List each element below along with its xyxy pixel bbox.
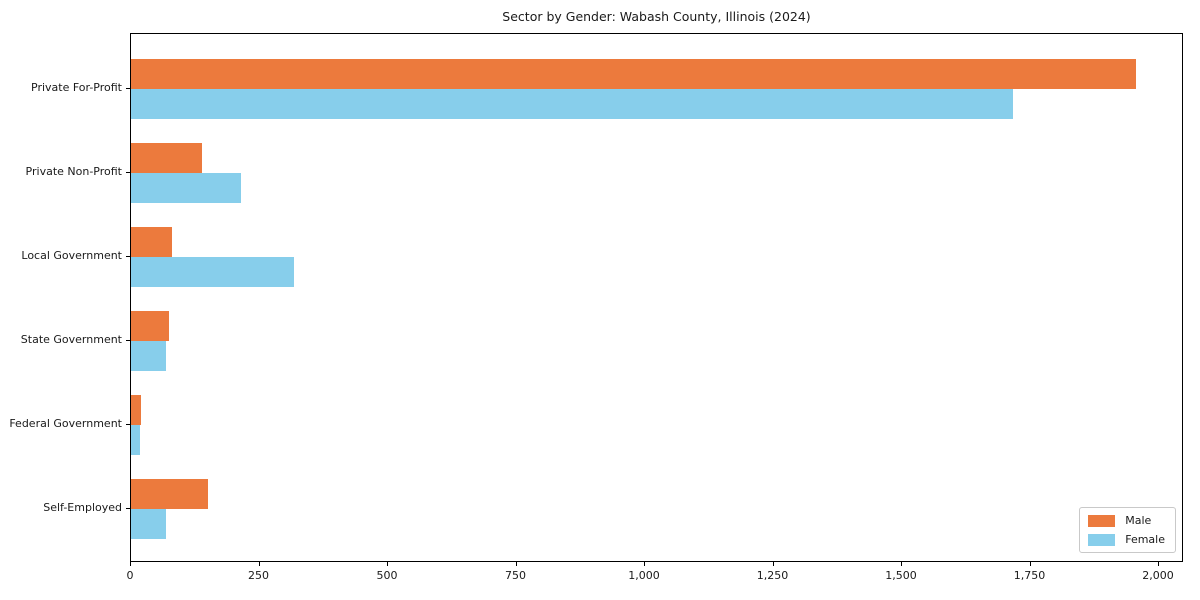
bar-male-3	[131, 227, 173, 257]
x-tick-label: 1,750	[1013, 569, 1046, 582]
y-tick-mark	[126, 88, 130, 89]
x-tick-mark	[387, 562, 388, 566]
x-tick-mark	[515, 562, 517, 566]
y-axis-label: Local Government	[21, 249, 122, 262]
y-axis-label: Private Non-Profit	[25, 165, 122, 178]
legend-label-male: Male	[1125, 514, 1152, 527]
x-tick-label: 2,000	[1142, 569, 1174, 582]
bar-female-4	[131, 341, 167, 371]
y-tick-mark	[126, 172, 130, 173]
y-tick-mark	[126, 256, 130, 257]
legend-item-male: Male	[1088, 514, 1165, 527]
legend: Male Female	[1079, 507, 1176, 553]
x-tick-label: 250	[248, 569, 269, 582]
x-tick-mark	[772, 562, 774, 566]
legend-label-female: Female	[1125, 533, 1165, 546]
y-tick-mark	[126, 340, 130, 341]
chart-title: Sector by Gender: Wabash County, Illinoi…	[502, 9, 811, 24]
bar-female-2	[131, 173, 241, 203]
x-tick-label: 0	[126, 569, 134, 582]
y-axis-label: Self-Employed	[43, 501, 122, 514]
bar-male-5	[131, 395, 142, 425]
x-tick-mark	[1158, 562, 1159, 566]
x-tick-mark	[1029, 562, 1031, 566]
legend-item-female: Female	[1088, 533, 1165, 546]
y-tick-mark	[126, 424, 130, 425]
x-tick-label: 1,500	[885, 569, 917, 582]
bar-male-2	[131, 143, 202, 173]
plot-area: Male Female	[130, 33, 1183, 562]
bar-male-6	[131, 479, 209, 509]
x-tick-mark	[130, 562, 131, 566]
bar-female-1	[131, 89, 1013, 119]
y-axis-labels: Private For-Profit Private Non-Profit Loca…	[0, 33, 122, 562]
x-tick-mark	[644, 562, 645, 566]
x-tick-label: 1,000	[628, 569, 660, 582]
bar-male-4	[131, 311, 169, 341]
bar-female-3	[131, 257, 294, 287]
female-swatch	[1088, 533, 1116, 546]
y-axis-label: State Government	[20, 333, 122, 346]
y-tick-mark	[126, 508, 130, 509]
x-tick-label: 500	[376, 569, 398, 582]
y-axis-label: Private For-Profit	[31, 81, 122, 94]
x-tick-label: 1,250	[756, 569, 789, 582]
bar-female-5	[131, 425, 141, 455]
male-swatch	[1088, 514, 1116, 527]
y-axis-label: Federal Government	[9, 417, 122, 430]
bar-female-6	[131, 509, 167, 539]
x-tick-mark	[901, 562, 902, 566]
x-tick-label: 750	[505, 569, 526, 582]
bar-male-1	[131, 59, 1136, 89]
x-tick-mark	[258, 562, 260, 566]
